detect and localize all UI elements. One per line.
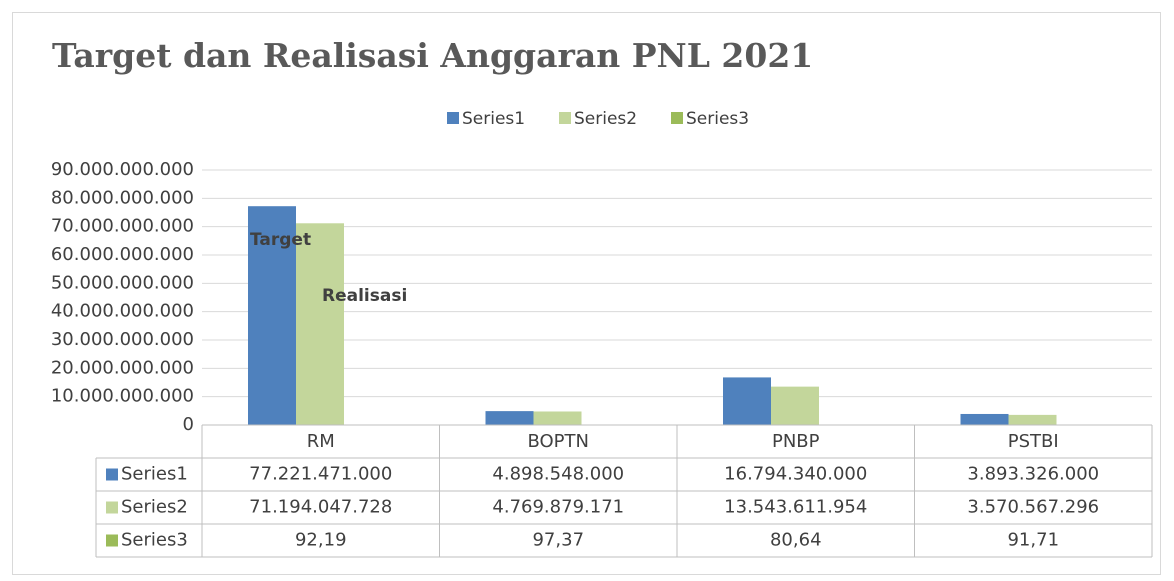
bar bbox=[485, 411, 534, 425]
table-legend-key bbox=[106, 501, 118, 514]
bar bbox=[1008, 414, 1057, 425]
y-tick-label: 10.000.000.000 bbox=[51, 386, 194, 407]
table-value: 92,19 bbox=[295, 530, 347, 551]
y-tick-label: 70.000.000.000 bbox=[51, 216, 194, 237]
y-tick-label: 40.000.000.000 bbox=[51, 301, 194, 322]
y-tick-label: 0 bbox=[183, 414, 194, 435]
table-value: 71.194.047.728 bbox=[249, 497, 392, 518]
legend-key bbox=[671, 112, 683, 124]
table-series-label: Series1 bbox=[121, 464, 188, 485]
table-legend-key bbox=[106, 468, 118, 481]
y-tick-label: 80.000.000.000 bbox=[51, 187, 194, 208]
table-value: 4.769.879.171 bbox=[492, 497, 624, 518]
legend-key bbox=[559, 112, 571, 124]
table-value: 13.543.611.954 bbox=[724, 497, 867, 518]
table-series-label: Series3 bbox=[121, 530, 188, 551]
annotation: Realisasi bbox=[322, 286, 407, 306]
x-tick-label: PNBP bbox=[772, 431, 820, 452]
bar bbox=[723, 377, 771, 425]
table-series-label: Series2 bbox=[121, 497, 188, 518]
table-value: 77.221.471.000 bbox=[249, 464, 392, 485]
chart-title: Target dan Realisasi Anggaran PNL 2021 bbox=[52, 36, 813, 75]
y-tick-label: 90.000.000.000 bbox=[51, 159, 194, 180]
table-value: 3.570.567.296 bbox=[967, 497, 1099, 518]
table-legend-key bbox=[106, 534, 118, 547]
legend-label: Series3 bbox=[686, 109, 749, 129]
bar bbox=[960, 413, 1009, 425]
chart-border bbox=[12, 12, 1161, 575]
table-value: 16.794.340.000 bbox=[724, 464, 867, 485]
y-tick-label: 20.000.000.000 bbox=[51, 357, 194, 378]
legend-key bbox=[447, 112, 459, 124]
table-value: 3.893.326.000 bbox=[967, 464, 1099, 485]
y-tick-label: 50.000.000.000 bbox=[51, 272, 194, 293]
table-value: 4.898.548.000 bbox=[492, 464, 624, 485]
table-value: 91,71 bbox=[1007, 530, 1059, 551]
legend-label: Series1 bbox=[462, 109, 525, 129]
table-value: 97,37 bbox=[532, 530, 584, 551]
bar bbox=[533, 411, 582, 425]
table-value: 80,64 bbox=[770, 530, 822, 551]
legend-label: Series2 bbox=[574, 109, 637, 129]
y-tick-label: 30.000.000.000 bbox=[51, 329, 194, 350]
bar bbox=[248, 206, 296, 425]
annotation: Target bbox=[250, 230, 311, 250]
x-tick-label: RM bbox=[307, 431, 335, 452]
y-tick-label: 60.000.000.000 bbox=[51, 244, 194, 265]
x-tick-label: PSTBI bbox=[1008, 431, 1059, 452]
bar bbox=[296, 223, 344, 425]
x-tick-label: BOPTN bbox=[527, 431, 589, 452]
bar bbox=[771, 386, 819, 425]
